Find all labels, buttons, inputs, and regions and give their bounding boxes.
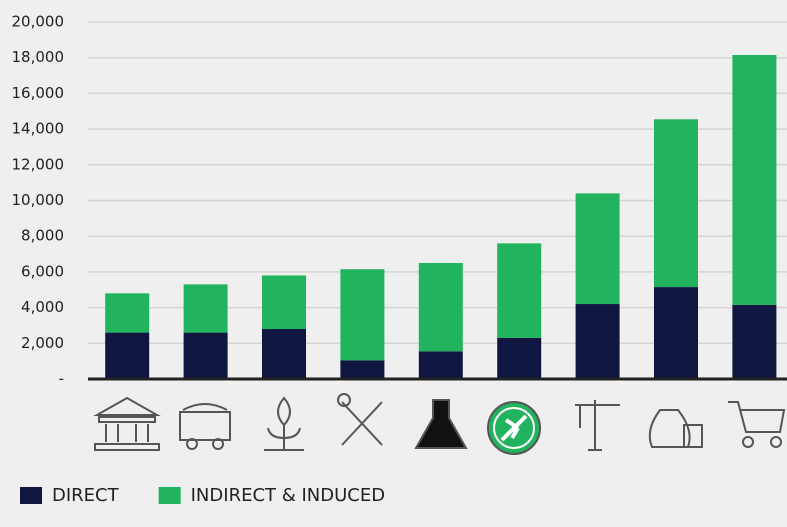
bar-segment [732, 304, 777, 379]
bank-icon [93, 396, 161, 451]
y-tick-label: 6,000 [21, 262, 64, 280]
money-icon [648, 409, 703, 448]
flask-icon [414, 399, 468, 449]
bar-segment [340, 360, 385, 379]
bar-segment [418, 262, 463, 352]
bar-segment [262, 329, 306, 379]
legend-swatch [158, 487, 181, 504]
y-tick-label: 8,000 [21, 227, 64, 245]
bar-segment [183, 332, 228, 379]
legend-label: INDIRECT & INDUCED [191, 485, 385, 506]
y-tick-label: 18,000 [12, 48, 65, 66]
bar-segment [497, 243, 542, 338]
y-tick-label: 16,000 [12, 84, 65, 102]
y-tick-label: 2,000 [21, 334, 64, 352]
bar-segment [497, 337, 542, 379]
crane-icon [575, 400, 620, 451]
bar-segment [418, 351, 463, 379]
legend-label: DIRECT [52, 485, 120, 506]
y-tick-label: 14,000 [12, 120, 65, 138]
bar-segment [732, 55, 777, 305]
airplane-icon [487, 401, 541, 455]
y-tick-label: 10,000 [12, 191, 65, 209]
tools-icon [337, 393, 383, 446]
bar-segment [105, 293, 150, 333]
bar-segment [575, 193, 620, 305]
cart-icon [728, 401, 786, 448]
y-tick-label: 4,000 [21, 298, 64, 316]
y-tick-label: - [59, 370, 64, 388]
plant-icon [264, 396, 304, 451]
y-tick-label: 20,000 [12, 13, 65, 31]
bar-segment [340, 269, 385, 361]
bar-segment [183, 284, 228, 333]
category-icons [93, 393, 786, 455]
mine-cart-icon [179, 403, 231, 450]
bar-segment [654, 287, 698, 379]
legend-swatch [20, 487, 42, 504]
bar-segment [575, 304, 620, 379]
bar-segment [105, 332, 150, 379]
y-tick-label: 12,000 [12, 155, 65, 173]
bar-segment [654, 119, 698, 288]
bar-segment [262, 275, 306, 330]
